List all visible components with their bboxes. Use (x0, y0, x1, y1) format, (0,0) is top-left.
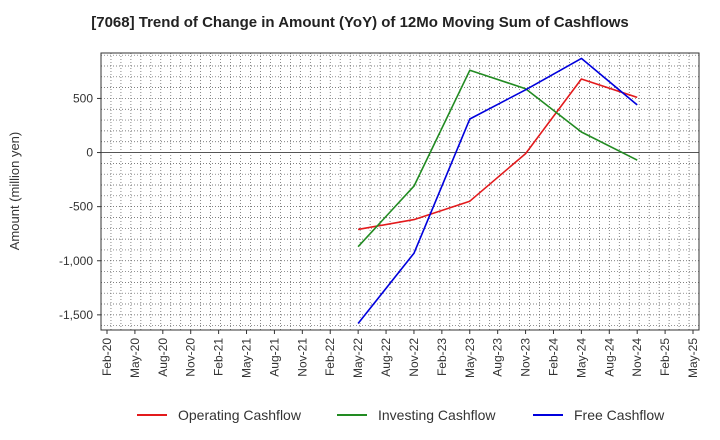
y-axis-title: Amount (million yen) (7, 132, 22, 251)
x-axis: Feb-20 May-20 Aug-20 Nov-20 Feb-21 May-21 Aug-… (100, 330, 700, 378)
chart-title: [7068] Trend of Change in Amount (YoY) o… (91, 14, 629, 31)
y-axis: 500 0 -500 -1,000 -1,500 (59, 91, 101, 322)
x-tick-label: Feb-22 (323, 338, 337, 376)
x-tick-label: May-22 (351, 338, 365, 378)
y-tick-label: -1,000 (59, 254, 93, 268)
x-tick-label: Nov-22 (407, 338, 421, 377)
series-layer (357, 57, 638, 324)
legend: Operating Cashflow Investing Cashflow Free… (137, 407, 665, 423)
x-tick-label: Feb-21 (212, 338, 226, 376)
legend-label: Investing Cashflow (378, 407, 496, 423)
grid-layer (101, 53, 699, 330)
x-tick-label: Feb-25 (658, 338, 672, 376)
series-line-operating-cashflow (357, 78, 638, 231)
y-tick-label: -500 (69, 200, 93, 214)
x-tick-label: Nov-24 (630, 338, 644, 377)
x-tick-label: Aug-24 (602, 338, 616, 377)
x-tick-label: May-25 (686, 338, 700, 378)
x-tick-label: May-21 (240, 338, 254, 378)
legend-label: Operating Cashflow (178, 407, 302, 423)
x-tick-label: Aug-21 (267, 338, 281, 377)
x-tick-label: Nov-21 (295, 338, 309, 377)
x-tick-label: Feb-23 (435, 338, 449, 376)
x-tick-label: Aug-22 (379, 338, 393, 377)
x-tick-label: May-24 (574, 338, 588, 378)
legend-label: Free Cashflow (574, 407, 665, 423)
y-tick-label: 500 (73, 91, 93, 105)
plot-frame (100, 52, 700, 331)
x-tick-label: Feb-20 (100, 338, 114, 376)
y-tick-label: -1,500 (59, 308, 93, 322)
x-tick-label: May-20 (128, 338, 142, 378)
x-tick-label: May-23 (463, 338, 477, 378)
x-tick-label: Aug-23 (491, 338, 505, 377)
x-tick-label: Feb-24 (546, 338, 560, 376)
x-tick-label: Aug-20 (156, 338, 170, 377)
series-line-investing-cashflow (357, 69, 638, 248)
y-tick-label: 0 (86, 146, 93, 160)
x-tick-label: Nov-23 (519, 338, 533, 377)
x-tick-label: Nov-20 (184, 338, 198, 377)
series-line-free-cashflow (357, 57, 638, 324)
